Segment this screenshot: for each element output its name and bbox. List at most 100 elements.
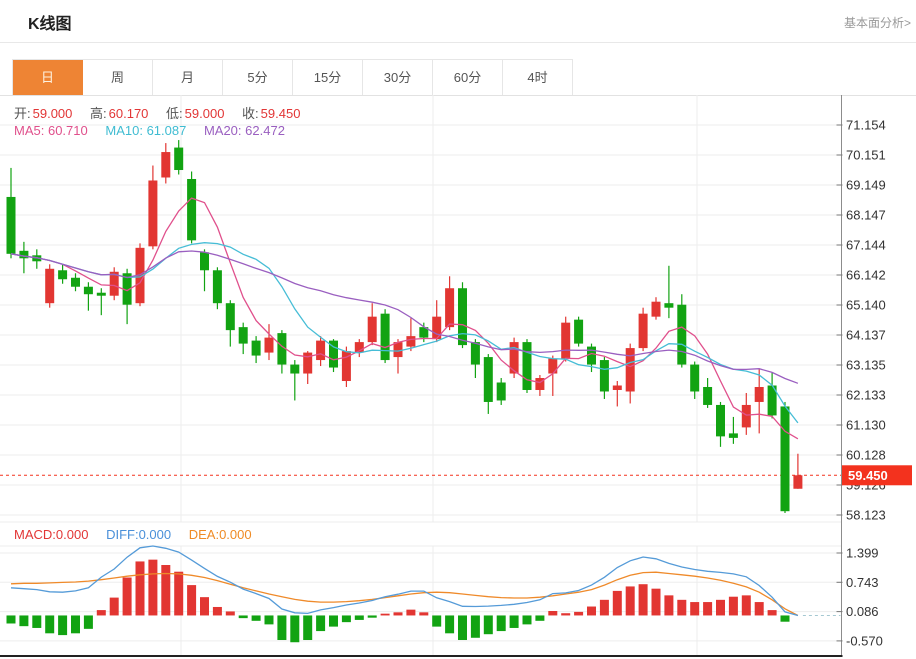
candle-body <box>522 342 532 390</box>
candle-body <box>109 271 119 296</box>
candle-body <box>212 270 222 304</box>
interval-tabbar: 日周月 5分 15分 30分 60分 4时 <box>12 59 573 96</box>
high-value: 60.170 <box>108 106 149 121</box>
candle-body <box>122 273 132 305</box>
macd-bar <box>651 588 661 616</box>
macd-bar <box>187 585 197 616</box>
macd-bar <box>290 615 300 643</box>
macd-bar <box>58 615 68 636</box>
candle-body <box>638 313 648 349</box>
header-divider <box>0 42 916 43</box>
macd-bar <box>703 602 713 616</box>
interval-tab-6[interactable]: 60分 <box>433 60 503 96</box>
candle-body <box>470 342 480 365</box>
price-axis-label: 65.140 <box>846 298 886 313</box>
macd-value: 0.000 <box>55 527 89 542</box>
interval-tab-3[interactable]: 5分 <box>223 60 293 96</box>
macd-bar <box>419 612 429 616</box>
macd-axis-label: 0.743 <box>846 575 879 590</box>
price-axis-label: 67.144 <box>846 238 886 253</box>
macd-bar <box>251 615 261 621</box>
macd-bar <box>612 590 622 616</box>
price-axis-label: 66.142 <box>846 268 886 283</box>
candle-body <box>277 333 287 365</box>
candle-body <box>483 357 493 402</box>
diff-label: DIFF: <box>106 527 139 542</box>
dea-label: DEA: <box>188 527 220 542</box>
macd-bar <box>71 615 80 634</box>
candle-body <box>651 301 661 317</box>
macd-bar <box>83 615 93 629</box>
macd-bar <box>148 559 158 616</box>
candle-body <box>535 378 545 390</box>
current-price-badge-text: 59.450 <box>848 468 888 483</box>
macd-bar <box>122 577 132 616</box>
macd-bar <box>780 615 790 622</box>
candle-body <box>599 360 609 392</box>
current-price-badge <box>842 465 912 486</box>
ma5-line <box>10 197 799 440</box>
interval-tab-7[interactable]: 4时 <box>503 60 573 96</box>
diff-line <box>10 545 799 617</box>
interval-tab-5[interactable]: 30分 <box>363 60 433 96</box>
macd-bar <box>161 565 171 616</box>
price-axis-label: 71.154 <box>846 118 886 133</box>
interval-tab-0[interactable]: 日 <box>13 60 83 96</box>
interval-tab-1[interactable]: 周 <box>83 60 153 96</box>
macd-bar <box>625 586 635 616</box>
ma5-label: MA5: <box>14 123 45 138</box>
candle-body <box>316 340 326 361</box>
candle-body <box>780 406 790 512</box>
candle-body <box>754 386 764 402</box>
tabbar-divider <box>0 95 916 96</box>
macd-bar <box>677 599 687 616</box>
candle-body <box>264 337 274 353</box>
diff-value: 0.000 <box>138 527 172 542</box>
macd-bar <box>96 610 106 616</box>
ma5-value: 60.710 <box>47 123 88 138</box>
ma10-value: 61.087 <box>146 123 187 138</box>
macd-bar <box>354 615 364 620</box>
candle-body <box>148 180 158 247</box>
candle-body <box>458 288 467 346</box>
open-label: 开: <box>14 106 31 121</box>
macd-axis-label: 0.086 <box>846 604 879 619</box>
macd-bar <box>109 597 119 616</box>
macd-bar <box>264 615 274 625</box>
low-value: 59.000 <box>184 106 225 121</box>
candle-body <box>793 475 803 489</box>
macd-bar <box>767 610 777 616</box>
candle-body <box>716 404 725 437</box>
macd-bar <box>225 611 235 616</box>
interval-tab-2[interactable]: 月 <box>153 60 223 96</box>
axis-labels: 71.154 70.151 69.149 68.147 67.144 66.142 65.1… <box>836 118 886 648</box>
candle-body <box>767 385 777 416</box>
macd-bar <box>664 595 674 616</box>
ma10-line <box>10 242 799 424</box>
macd-bar <box>277 615 287 641</box>
candle-body <box>225 303 235 331</box>
ma20-value: 62.472 <box>245 123 285 138</box>
candles <box>6 140 803 513</box>
fundamental-analysis-link[interactable]: 基本面分析> <box>843 16 911 30</box>
close-value: 59.450 <box>260 106 301 121</box>
candle-body <box>561 322 571 359</box>
macd-bar <box>728 596 738 616</box>
macd-bar <box>45 615 55 634</box>
macd-bar <box>445 615 455 634</box>
candle-body <box>664 303 674 308</box>
macd-bar <box>393 612 403 616</box>
macd-bar <box>535 615 545 621</box>
candle-body <box>741 404 751 428</box>
candle-body <box>187 178 197 241</box>
candle-body <box>200 252 209 271</box>
interval-tab-4[interactable]: 15分 <box>293 60 363 96</box>
macd-bar <box>174 571 184 616</box>
macd-bar <box>561 613 571 616</box>
macd-bar <box>741 595 751 616</box>
candle-body <box>703 386 713 405</box>
candle-body <box>509 342 519 374</box>
candle-body <box>419 327 429 338</box>
macd-bar <box>690 602 700 616</box>
